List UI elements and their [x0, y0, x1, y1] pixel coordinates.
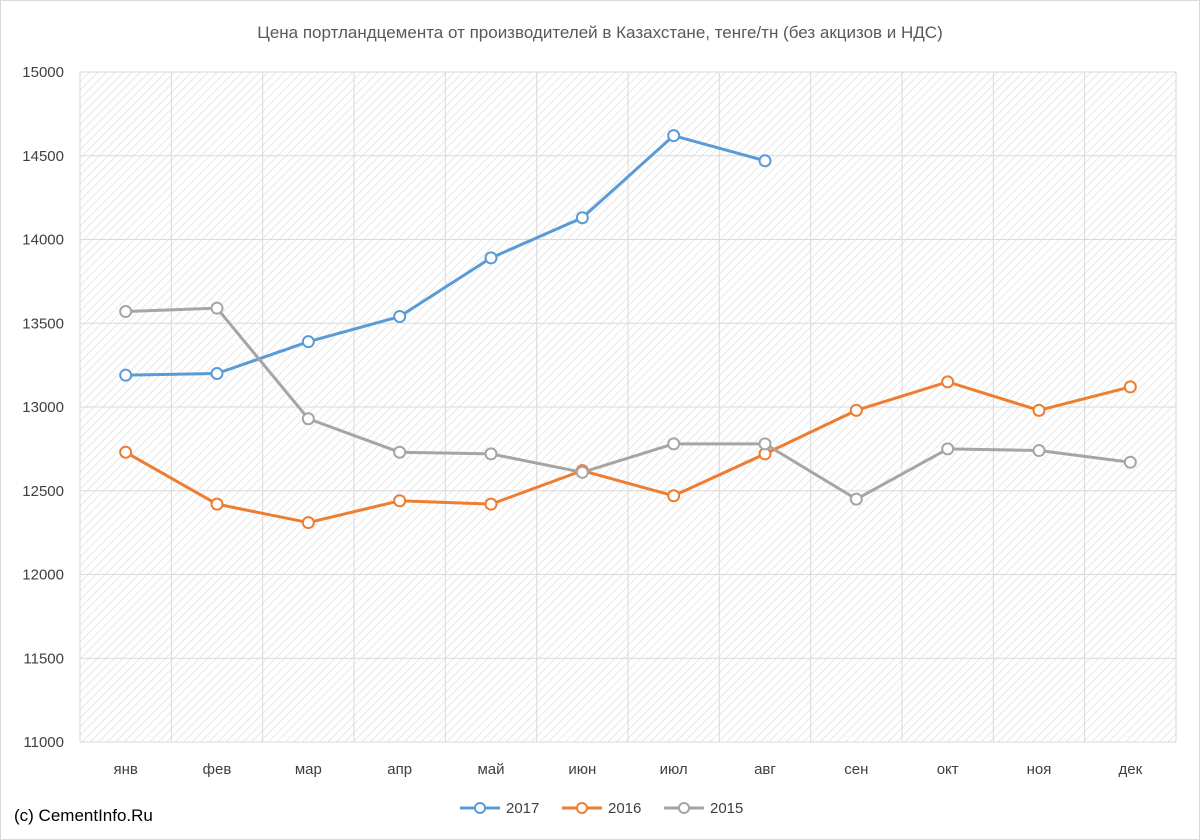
- x-tick-label: авг: [754, 761, 776, 778]
- data-point-2017: [758, 154, 772, 168]
- data-point-2016: [119, 445, 133, 459]
- data-point-2016: [1123, 380, 1137, 394]
- data-point-2015: [484, 447, 498, 461]
- data-point-2015: [210, 301, 224, 315]
- gridlines: [79, 71, 1177, 743]
- data-point-2015: [758, 437, 772, 451]
- x-tick-label: янв: [113, 761, 137, 778]
- legend-marker-2017: [474, 802, 486, 814]
- data-point-2015: [667, 437, 681, 451]
- x-tick-label: окт: [937, 761, 959, 778]
- y-tick-label: 11500: [23, 650, 64, 667]
- data-point-2017: [210, 367, 224, 380]
- legend-label-2016: 2016: [608, 800, 641, 817]
- data-point-2016: [1032, 403, 1046, 417]
- legend-label-2015: 2015: [710, 800, 743, 817]
- data-point-2016: [667, 489, 681, 503]
- data-point-2016: [301, 516, 315, 530]
- y-axis: 11000 11500 12000 12500 13000 13500 14000 14500…: [22, 64, 64, 751]
- x-tick-label: апр: [387, 761, 412, 778]
- x-axis: янв фев мар апр май июн июл авг сен окт ноя дек: [113, 761, 1142, 778]
- x-tick-label: май: [477, 761, 504, 778]
- chart-title: Цена портландцемента от производителей в…: [257, 23, 943, 42]
- data-point-2017: [484, 251, 498, 265]
- data-point-2017: [667, 129, 681, 143]
- y-tick-label: 12500: [22, 483, 64, 500]
- data-point-2015: [941, 442, 955, 456]
- data-point-2016: [484, 497, 498, 511]
- legend-label-2017: 2017: [506, 800, 539, 817]
- x-tick-label: июн: [568, 761, 596, 778]
- x-tick-label: ноя: [1027, 761, 1052, 778]
- y-tick-label: 11000: [23, 734, 64, 751]
- series-group: [119, 129, 1137, 530]
- data-point-2015: [301, 412, 315, 426]
- data-point-2015: [1123, 455, 1137, 469]
- data-point-2017: [575, 211, 589, 225]
- credit-text: (c) CementInfo.Ru: [14, 806, 153, 825]
- x-tick-label: июл: [660, 761, 688, 778]
- y-tick-label: 12000: [22, 567, 64, 584]
- x-tick-label: фев: [203, 761, 232, 778]
- series-line-2015: [124, 306, 1132, 501]
- data-point-2015: [575, 465, 589, 479]
- y-tick-label: 14500: [22, 148, 64, 165]
- data-point-2015: [393, 445, 407, 459]
- data-point-2016: [849, 403, 863, 417]
- y-tick-label: 15000: [22, 64, 64, 81]
- data-point-2015: [119, 305, 133, 319]
- data-point-2015: [849, 492, 863, 506]
- series-line-2016: [124, 380, 1132, 525]
- series-line-2017: [124, 134, 767, 377]
- x-tick-label: дек: [1118, 761, 1142, 778]
- legend: 2017 2016 2015: [460, 800, 743, 817]
- y-tick-label: 13000: [22, 399, 64, 416]
- data-point-2017: [119, 368, 133, 382]
- data-point-2016: [210, 497, 224, 511]
- x-tick-label: сен: [844, 761, 868, 778]
- x-tick-label: мар: [295, 761, 322, 778]
- y-tick-label: 13500: [22, 315, 64, 332]
- data-point-2016: [941, 375, 955, 389]
- y-tick-label: 14000: [22, 232, 64, 249]
- legend-marker-2015: [678, 802, 690, 814]
- data-point-2015: [1032, 444, 1046, 458]
- data-point-2017: [301, 335, 315, 349]
- data-point-2017: [393, 310, 407, 324]
- data-point-2016: [393, 494, 407, 508]
- legend-marker-2016: [576, 802, 588, 814]
